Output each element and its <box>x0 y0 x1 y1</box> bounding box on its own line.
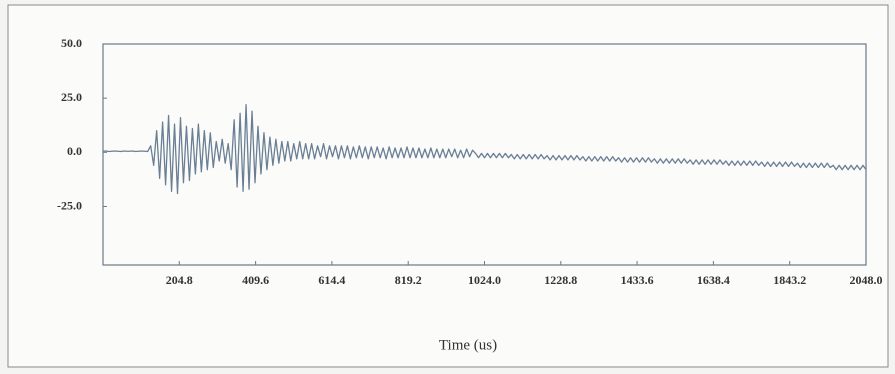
chart-frame <box>7 4 889 368</box>
y-tick-label: -25.0 <box>57 198 82 212</box>
waveform-line <box>102 104 867 195</box>
x-tick-label: 1843.2 <box>773 273 806 287</box>
x-tick-label: 409.6 <box>242 273 269 287</box>
x-axis-title: Time (us) <box>439 337 497 353</box>
y-tick-label: 25.0 <box>61 90 82 104</box>
x-tick-label: 1433.6 <box>621 273 654 287</box>
x-tick-label: 614.4 <box>318 273 345 287</box>
x-tick-label: 1228.8 <box>544 273 577 287</box>
x-tick-label: 204.8 <box>166 273 193 287</box>
x-tick-label: 1638.4 <box>697 273 730 287</box>
x-tick-label: 819.2 <box>395 273 422 287</box>
x-tick-label: 2048.0 <box>850 273 883 287</box>
y-tick-label: 50.0 <box>61 36 82 50</box>
y-tick-label: 0.0 <box>67 144 82 158</box>
x-tick-label: 1024.0 <box>468 273 501 287</box>
